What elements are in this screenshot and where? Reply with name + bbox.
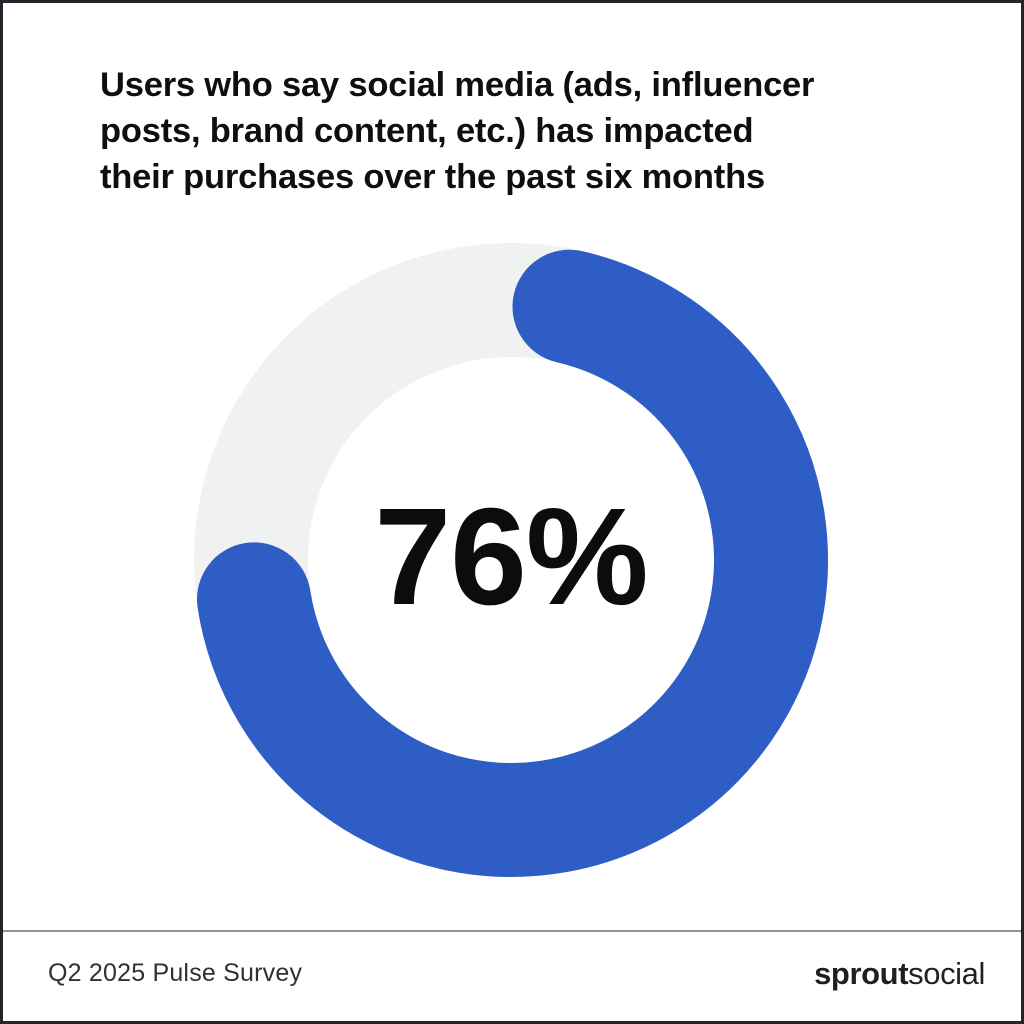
donut-center-value: 76% [374,479,648,634]
donut-chart-svg [194,243,828,877]
footer: Q2 2025 Pulse Survey sproutsocial [3,932,1021,1021]
donut-chart: 76% [181,230,841,890]
logo-social-text: social [908,955,985,991]
chart-title: Users who say social media (ads, influen… [100,62,960,200]
chart-title-line: posts, brand content, etc.) has impacted [100,112,754,150]
survey-source-label: Q2 2025 Pulse Survey [48,959,303,987]
logo-sprout-text: sprout [814,955,909,991]
sproutsocial-logo: sproutsocial [814,956,985,992]
footer-divider [3,930,1021,932]
donut-value-arc [194,243,828,877]
chart-title-line: Users who say social media (ads, influen… [100,66,815,104]
chart-title-line: their purchases over the past six months [100,158,765,196]
